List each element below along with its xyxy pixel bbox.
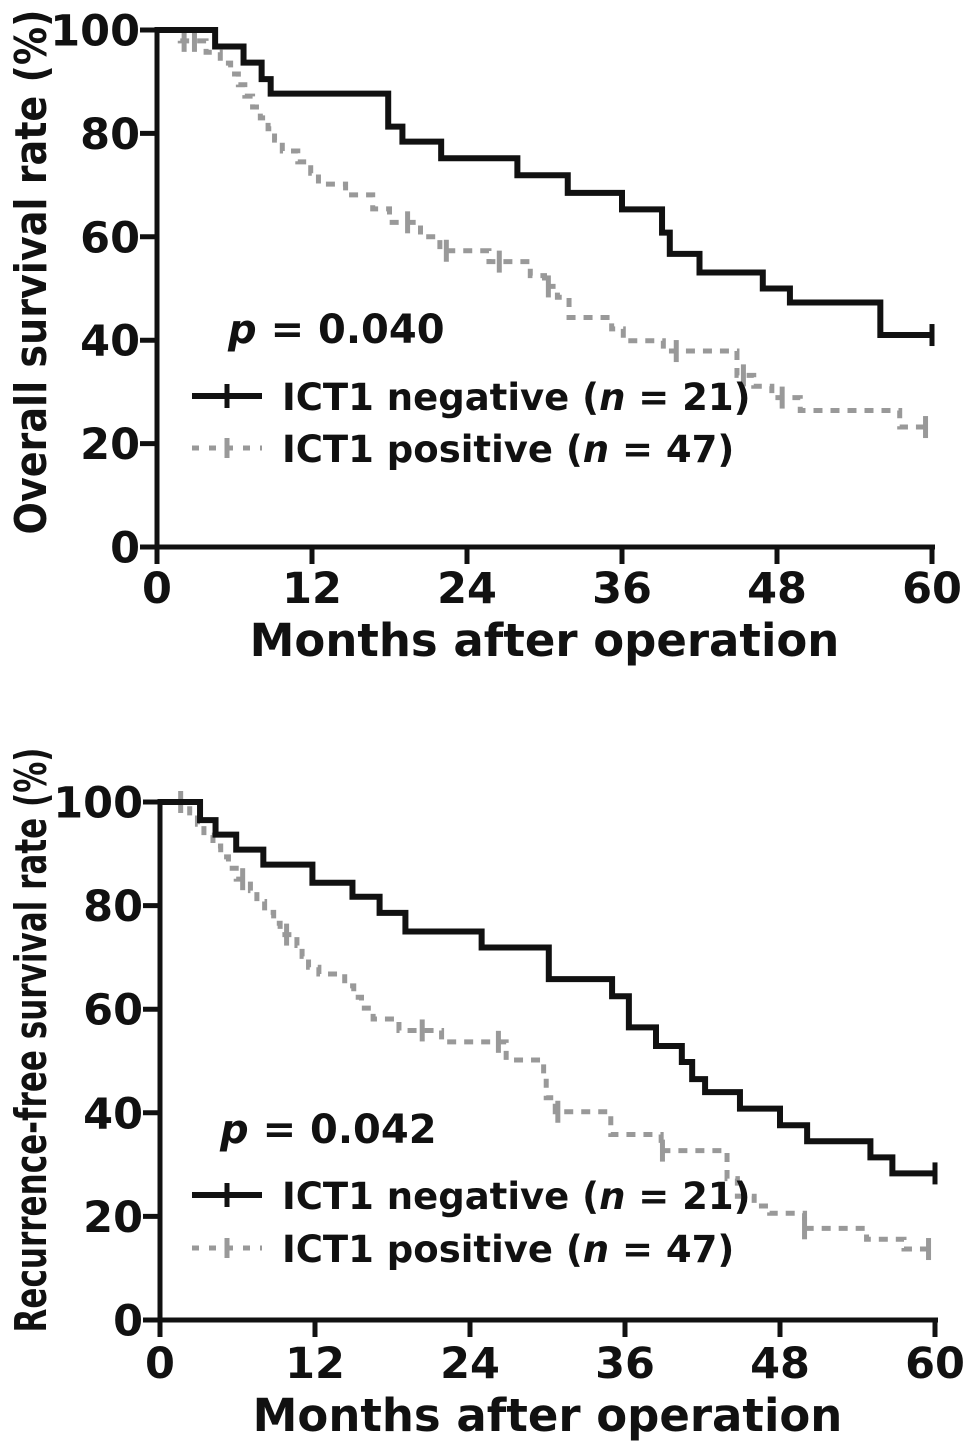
- y-axis-title: Recurrence-free survival rate (%): [6, 748, 57, 1333]
- series-negative: [157, 27, 935, 347]
- km-curve: [160, 799, 935, 1177]
- x-tick-label: 48: [750, 1339, 810, 1389]
- legend-swatch-positive: [192, 1238, 262, 1258]
- x-tick-label: 12: [282, 564, 342, 614]
- series-positive: [160, 791, 935, 1261]
- x-tick-label: 48: [747, 564, 807, 614]
- y-tick-label: 60: [83, 986, 143, 1036]
- x-tick-label: 24: [440, 1339, 500, 1389]
- legend-swatch-negative: [192, 1183, 262, 1207]
- series-positive: [157, 27, 932, 439]
- y-tick-label: 100: [53, 778, 143, 828]
- legend-swatch-positive: [192, 438, 262, 458]
- x-axis-title: Months after operation: [250, 614, 840, 667]
- y-axis-ticks: 100 80 60 40 20 0: [53, 778, 160, 1346]
- y-tick-label: 0: [113, 1296, 143, 1346]
- km-curve: [160, 799, 935, 1252]
- legend-swatch-negative: [192, 384, 262, 408]
- x-tick-label: 36: [592, 564, 652, 614]
- km-curve: [157, 27, 932, 339]
- x-tick-label: 0: [145, 1339, 175, 1389]
- x-tick-label: 12: [285, 1339, 345, 1389]
- y-tick-label: 20: [83, 1193, 143, 1243]
- x-tick-label: 24: [437, 564, 497, 614]
- p-value-label: p = 0.042: [219, 1107, 437, 1153]
- y-tick-label: 40: [80, 317, 140, 367]
- y-tick-label: 0: [110, 523, 140, 573]
- legend-label: ICT1 negative (n = 21): [282, 1175, 751, 1218]
- legend-label: ICT1 positive (n = 47): [282, 1228, 734, 1271]
- legend: ICT1 negative (n = 21) ICT1 positive (n =…: [192, 376, 751, 471]
- overall-survival-chart: 100 80 60 40 20 00 12 24 36 48 60 Months after oper…: [6, 6, 962, 667]
- recurrence-free-survival-chart: 100 80 60 40 20 00 12 24 36 48 60 Months after oper…: [6, 748, 965, 1443]
- x-axis-ticks: 0 12 24 36 48 60: [142, 547, 962, 614]
- y-tick-label: 100: [50, 6, 140, 56]
- legend: ICT1 negative (n = 21) ICT1 positive (n =…: [192, 1175, 751, 1271]
- y-axis-ticks: 100 80 60 40 20 0: [50, 6, 157, 573]
- p-value-label: p = 0.040: [227, 307, 445, 353]
- series-negative: [160, 799, 938, 1185]
- y-tick-label: 20: [80, 420, 140, 470]
- legend-label: ICT1 negative (n = 21): [282, 376, 751, 419]
- legend-label: ICT1 positive (n = 47): [282, 428, 734, 471]
- axes: [157, 799, 938, 1323]
- x-tick-label: 60: [905, 1339, 965, 1389]
- x-axis-ticks: 0 12 24 36 48 60: [145, 1320, 965, 1389]
- y-tick-label: 80: [80, 110, 140, 160]
- x-tick-label: 0: [142, 564, 172, 614]
- x-axis-title: Months after operation: [253, 1389, 843, 1442]
- y-tick-label: 60: [80, 213, 140, 263]
- y-tick-label: 40: [83, 1089, 143, 1139]
- axes: [154, 27, 935, 550]
- x-tick-label: 60: [902, 564, 962, 614]
- x-tick-label: 36: [595, 1339, 655, 1389]
- y-axis-title: Overall survival rate (%): [6, 10, 57, 535]
- y-tick-label: 80: [83, 882, 143, 932]
